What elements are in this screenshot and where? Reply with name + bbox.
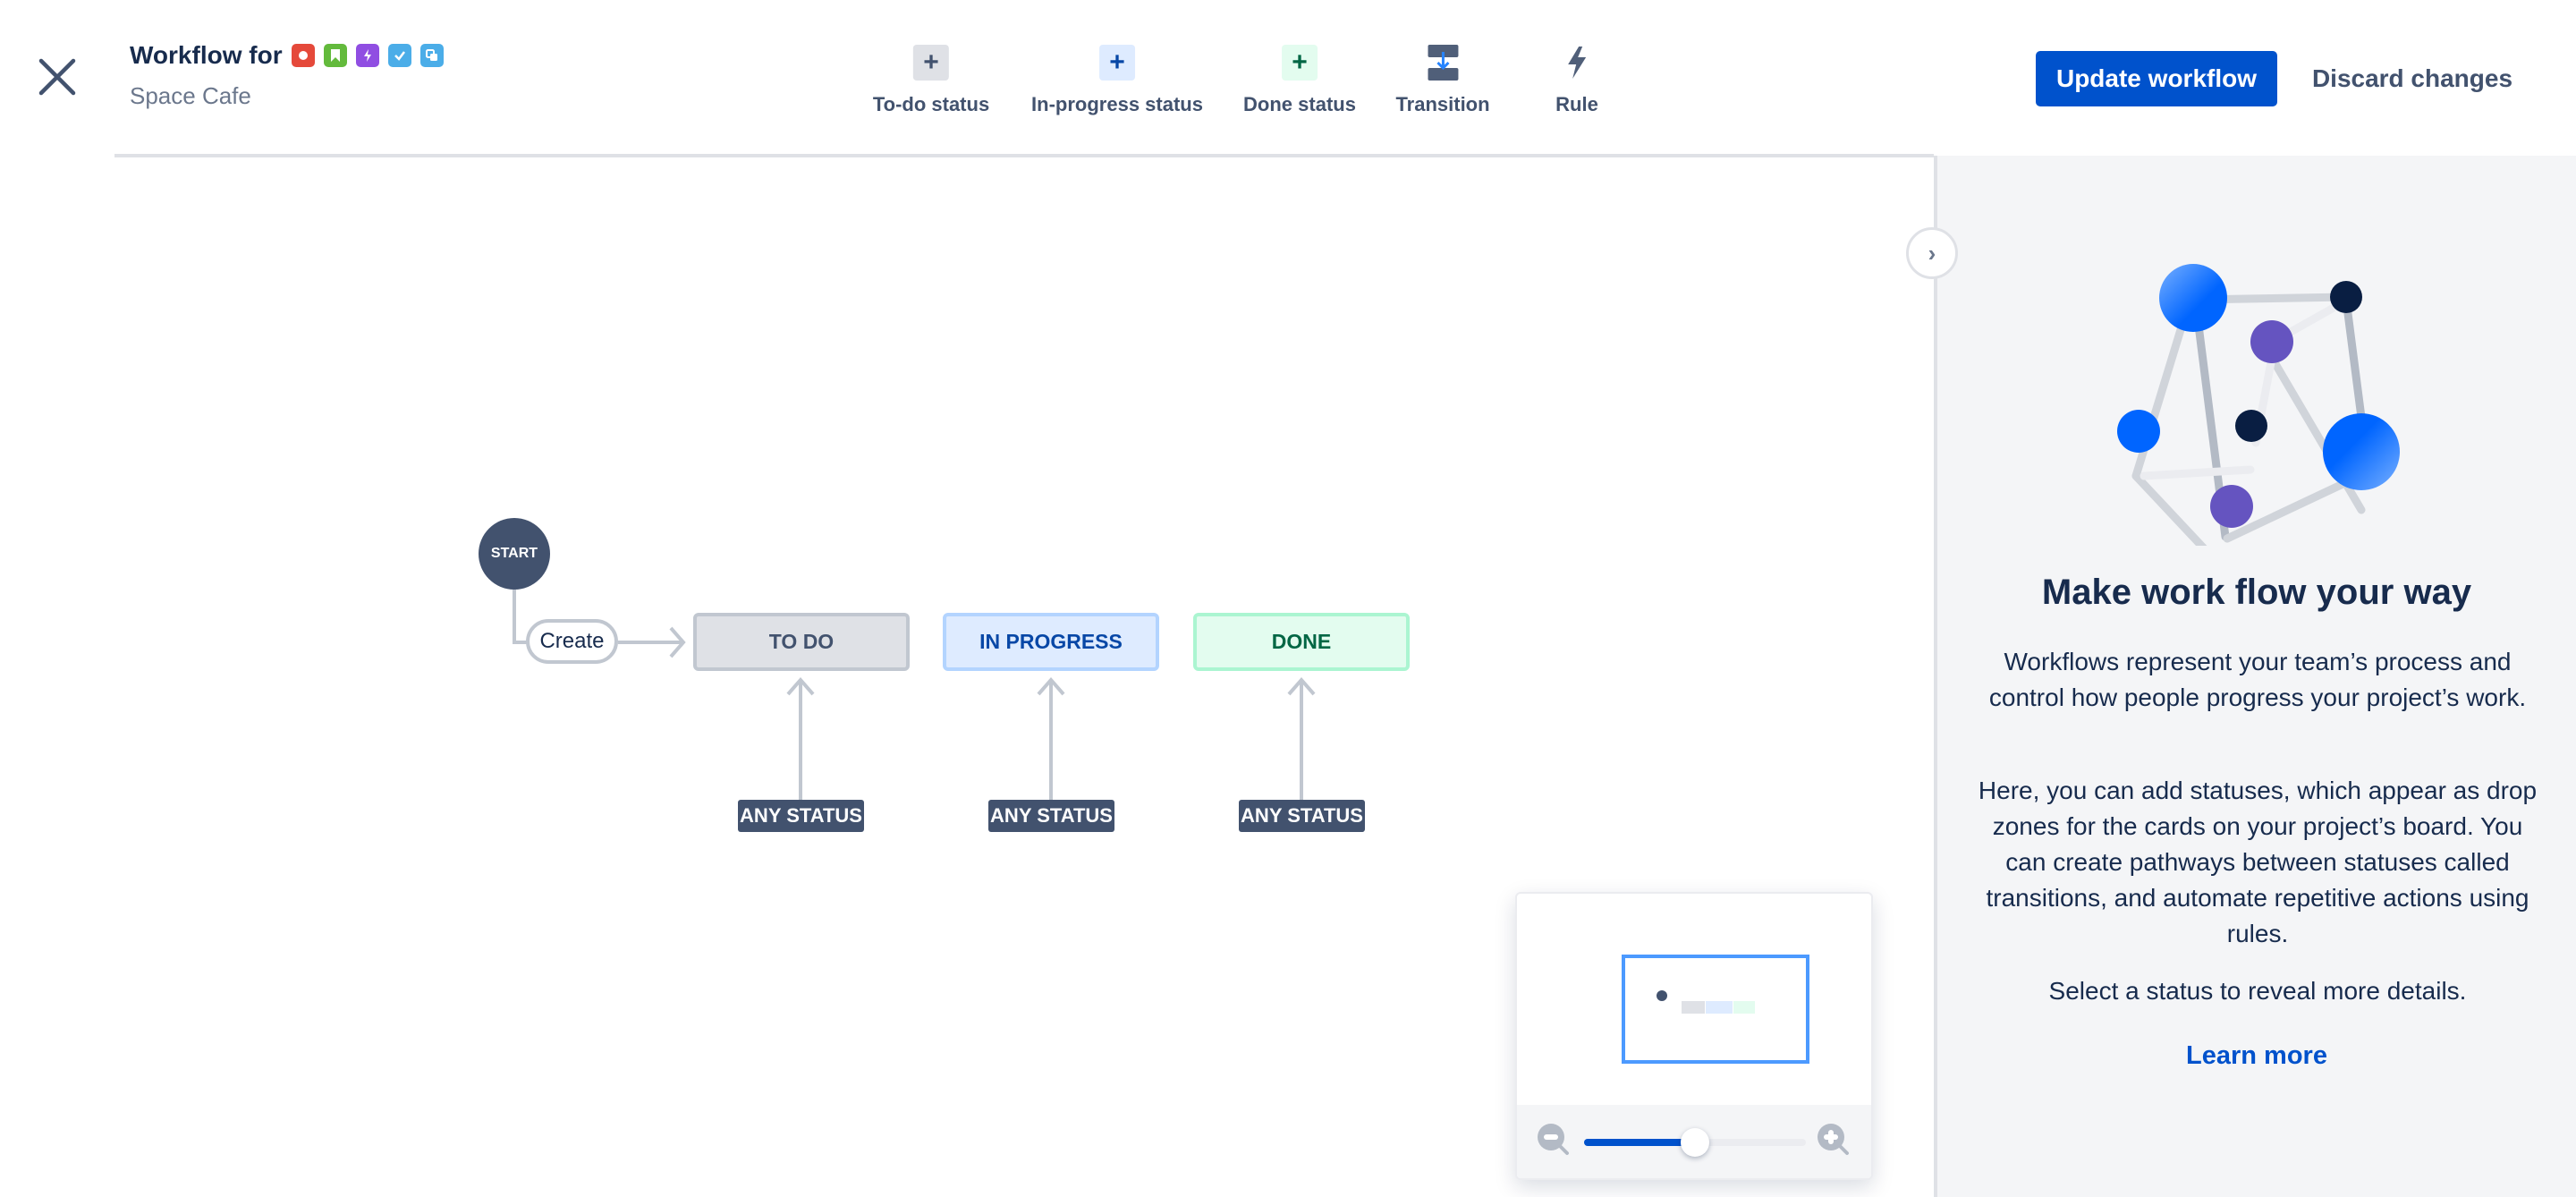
header-divider bbox=[114, 154, 1934, 157]
minimap-todo bbox=[1682, 1001, 1705, 1014]
close-icon[interactable] bbox=[36, 55, 79, 98]
page-title: Workflow for bbox=[130, 41, 444, 70]
minimap-in-progress bbox=[1706, 1001, 1733, 1014]
any-status-in-progress[interactable]: ANY STATUS bbox=[988, 800, 1114, 832]
update-workflow-button[interactable]: Update workflow bbox=[2036, 51, 2277, 106]
workflow-illustration bbox=[2117, 264, 2400, 546]
status-in-progress[interactable]: IN PROGRESS bbox=[943, 613, 1159, 671]
epic-icon bbox=[355, 44, 379, 67]
minimap bbox=[1515, 892, 1873, 1180]
panel-paragraph: Here, you can add statuses, which appear… bbox=[1978, 777, 2538, 947]
title-text: Workflow for bbox=[130, 41, 283, 69]
zoom-slider-thumb[interactable] bbox=[1681, 1128, 1709, 1157]
zoom-slider[interactable] bbox=[1584, 1128, 1806, 1157]
diagram-connectors bbox=[513, 590, 1316, 800]
add-todo-status-button[interactable]: + To-do status bbox=[873, 45, 989, 116]
collapse-panel-button[interactable]: › bbox=[1906, 227, 1958, 279]
zoom-controls bbox=[1517, 1105, 1871, 1178]
project-name: Space Cafe bbox=[130, 82, 251, 109]
add-transition-button[interactable]: Transition bbox=[1395, 45, 1490, 116]
start-node[interactable]: START bbox=[479, 518, 550, 590]
minimap-done bbox=[1733, 1001, 1755, 1014]
task-icon bbox=[387, 44, 411, 67]
add-inprogress-status-button[interactable]: + In-progress status bbox=[1031, 45, 1203, 116]
panel-paragraph: Workflows represent your team’s process … bbox=[1988, 648, 2527, 711]
add-done-status-button[interactable]: + Done status bbox=[1243, 45, 1356, 116]
plus-icon: + bbox=[1099, 45, 1135, 81]
bug-icon bbox=[291, 44, 315, 67]
plus-icon: + bbox=[912, 45, 949, 81]
story-icon bbox=[323, 44, 347, 67]
toolbar-label: Rule bbox=[1555, 93, 1598, 115]
panel-title: Make work flow your way bbox=[2041, 573, 2472, 612]
toolbar-label: Transition bbox=[1395, 93, 1490, 115]
any-status-done[interactable]: ANY STATUS bbox=[1239, 800, 1365, 832]
create-arrow bbox=[618, 626, 686, 658]
toolbar-label: In-progress status bbox=[1031, 93, 1203, 115]
toolbar-label: Done status bbox=[1243, 93, 1356, 115]
any-status-arrow bbox=[1287, 676, 1316, 800]
chevron-right-icon: › bbox=[1928, 239, 1936, 267]
add-rule-button[interactable]: Rule bbox=[1555, 45, 1598, 116]
any-status-todo[interactable]: ANY STATUS bbox=[738, 800, 864, 832]
subtask-icon bbox=[419, 44, 444, 67]
lightning-icon bbox=[1559, 45, 1595, 81]
any-status-arrow bbox=[786, 676, 815, 800]
status-todo[interactable]: TO DO bbox=[693, 613, 910, 671]
zoom-slider-fill bbox=[1584, 1139, 1695, 1146]
any-status-arrow bbox=[1037, 676, 1065, 800]
zoom-out-icon[interactable] bbox=[1537, 1123, 1572, 1163]
panel-paragraph: Select a status to reveal more details. bbox=[2048, 977, 2467, 1005]
transition-icon bbox=[1425, 45, 1461, 81]
minimap-start bbox=[1657, 990, 1667, 1001]
minimap-viewport[interactable] bbox=[1622, 955, 1809, 1064]
toolbar-label: To-do status bbox=[872, 93, 990, 115]
status-done[interactable]: DONE bbox=[1193, 613, 1410, 671]
plus-icon: + bbox=[1281, 45, 1318, 81]
discard-changes-button[interactable]: Discard changes bbox=[2311, 64, 2513, 92]
create-transition[interactable]: Create bbox=[526, 619, 618, 664]
start-connector bbox=[513, 590, 528, 644]
zoom-in-icon[interactable] bbox=[1817, 1123, 1852, 1163]
learn-more-link[interactable]: Learn more bbox=[2186, 1041, 2327, 1070]
